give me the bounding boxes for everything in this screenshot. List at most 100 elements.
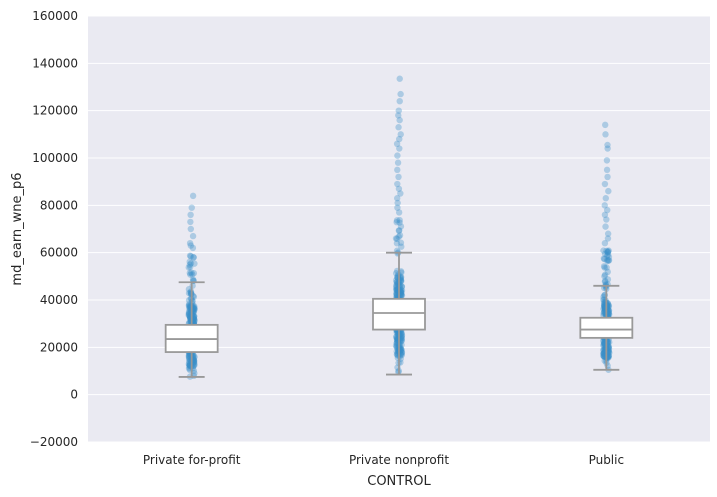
strip-point bbox=[189, 271, 196, 278]
strip-point bbox=[398, 283, 406, 290]
outlier-point bbox=[602, 131, 609, 138]
x-tick-labels: Private for-profit Private nonprofit Publi… bbox=[143, 453, 624, 467]
strip-point bbox=[604, 248, 611, 256]
strip-point bbox=[605, 307, 613, 314]
outlier-point bbox=[603, 157, 611, 164]
outlier-point bbox=[394, 195, 401, 202]
box-iqr bbox=[372, 297, 426, 331]
outlier-point bbox=[397, 90, 404, 98]
strip-point bbox=[185, 310, 193, 317]
strip-point bbox=[600, 247, 607, 254]
strip-point bbox=[396, 216, 403, 224]
y-tick-label: 160000 bbox=[32, 9, 78, 23]
outlier-point bbox=[189, 232, 197, 240]
box-elements bbox=[164, 251, 634, 378]
strip-point bbox=[185, 297, 193, 304]
strip-point bbox=[601, 264, 608, 271]
outlier-point bbox=[188, 204, 195, 211]
strip-point bbox=[605, 307, 613, 315]
strip-point bbox=[185, 303, 193, 310]
outlier-point bbox=[396, 145, 403, 152]
strip-point bbox=[393, 235, 401, 242]
y-axis-label: md_earn_wne_p6 bbox=[10, 172, 25, 285]
outlier-point bbox=[604, 145, 611, 152]
y-tick-label: 60000 bbox=[40, 246, 78, 260]
strip-point bbox=[397, 239, 405, 246]
x-tick-label: Public bbox=[589, 453, 625, 467]
outlier-point bbox=[604, 235, 612, 242]
strip-point bbox=[601, 278, 609, 285]
strip-point bbox=[605, 311, 613, 318]
strip-point bbox=[605, 257, 612, 264]
strip-point bbox=[604, 257, 611, 265]
strip-point bbox=[185, 264, 192, 271]
strip-point bbox=[601, 271, 609, 278]
strip-point bbox=[185, 353, 193, 360]
strip-point bbox=[605, 247, 612, 254]
strip-point bbox=[394, 274, 402, 282]
strip-point bbox=[601, 250, 609, 258]
strip-point bbox=[393, 240, 401, 247]
strip-point bbox=[603, 247, 610, 254]
y-tick-label: 80000 bbox=[40, 198, 78, 212]
strip-point bbox=[190, 270, 198, 277]
strip-point bbox=[398, 334, 406, 342]
strip-point bbox=[606, 339, 613, 346]
strip-point bbox=[191, 316, 198, 323]
strip-point bbox=[605, 257, 613, 264]
strip-point bbox=[396, 227, 403, 234]
strip-point bbox=[191, 302, 198, 310]
outlier-point bbox=[394, 159, 402, 166]
strip-point bbox=[392, 286, 400, 293]
strip-point bbox=[398, 346, 405, 354]
strip-point bbox=[191, 370, 198, 377]
outlier-point bbox=[601, 202, 608, 209]
strip-point bbox=[185, 310, 193, 317]
strip-point bbox=[190, 254, 197, 261]
strip-point bbox=[600, 350, 607, 357]
strip-point bbox=[189, 276, 197, 283]
strip-point bbox=[185, 311, 192, 319]
y-tick-label: −20000 bbox=[30, 435, 78, 449]
strip-point bbox=[605, 352, 613, 360]
strip-point bbox=[398, 331, 406, 339]
strip-point bbox=[185, 354, 193, 361]
strip-point bbox=[393, 217, 401, 224]
strip-point bbox=[185, 302, 193, 309]
strip-point bbox=[398, 336, 405, 344]
strip-point bbox=[191, 260, 198, 267]
strip-point bbox=[186, 261, 194, 268]
strip-point bbox=[600, 350, 607, 357]
outlier-point bbox=[394, 152, 401, 159]
strip-point bbox=[605, 343, 613, 351]
strip-point bbox=[600, 310, 607, 317]
strip-point bbox=[398, 349, 406, 356]
strip-point bbox=[392, 342, 400, 349]
outlier-point bbox=[394, 199, 401, 207]
y-tick-labels: −20000 0 20000 40000 60000 80000 100000 120000 1… bbox=[30, 9, 78, 449]
strip-point bbox=[604, 248, 612, 255]
outlier-point bbox=[396, 75, 403, 82]
strip-point bbox=[600, 353, 607, 360]
outlier-point bbox=[601, 211, 609, 218]
strip-point bbox=[392, 282, 400, 290]
y-tick-label: 100000 bbox=[32, 151, 78, 165]
outlier-point bbox=[396, 135, 403, 143]
x-axis-label: CONTROL bbox=[367, 474, 431, 489]
outlier-point bbox=[397, 131, 404, 138]
strip-point bbox=[396, 219, 403, 226]
strip-point bbox=[398, 349, 405, 356]
strip-point bbox=[600, 352, 607, 359]
outlier-point bbox=[604, 230, 612, 237]
strip-point bbox=[396, 232, 404, 239]
strip-point bbox=[601, 273, 608, 280]
strip-point bbox=[185, 309, 193, 316]
outlier-point bbox=[395, 173, 402, 181]
outlier-point bbox=[602, 195, 609, 202]
strip-point bbox=[600, 347, 607, 354]
strip-point bbox=[190, 254, 197, 261]
strip-point bbox=[185, 360, 193, 368]
strip-point bbox=[604, 256, 611, 264]
outlier-point bbox=[603, 166, 611, 174]
strip-point bbox=[393, 333, 400, 341]
